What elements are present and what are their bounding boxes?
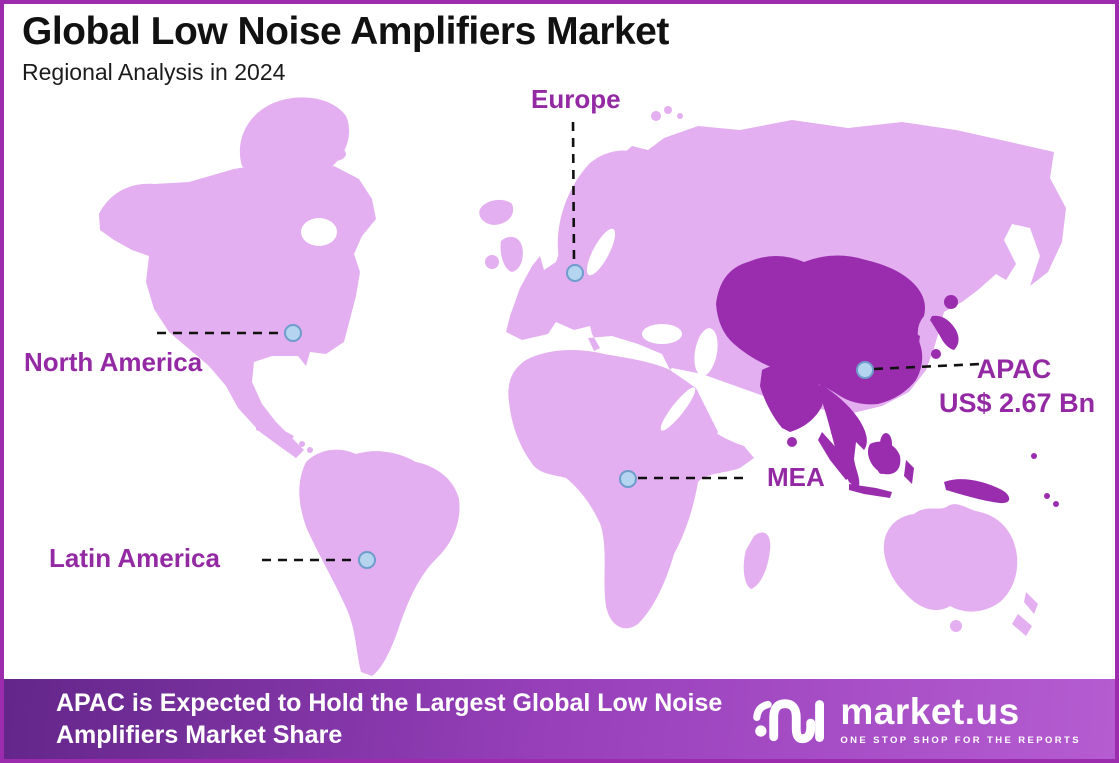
region-iceland-shape	[479, 199, 514, 225]
region-tasmania-shape	[950, 620, 962, 632]
logo-tagline: ONE STOP SHOP FOR THE REPORTS	[840, 734, 1081, 746]
label-apac-block: APAC US$ 2.67 Bn	[939, 354, 1096, 419]
europe-marker	[566, 264, 584, 282]
market-us-logo-icon	[753, 699, 825, 744]
black-sea	[642, 324, 682, 344]
map-seas	[301, 218, 718, 431]
svalbard-island	[677, 113, 683, 119]
region-new-zealand-shape	[1024, 592, 1038, 614]
pacific-island	[1031, 453, 1037, 459]
label-north-america: North America	[24, 347, 203, 377]
europe-leader-line	[571, 121, 576, 263]
baltic-sea	[586, 228, 616, 276]
svalbard-island	[664, 106, 672, 114]
label-mea: MEA	[767, 462, 825, 492]
caribbean-island	[299, 441, 305, 447]
region-south-america-shape	[299, 449, 460, 676]
label-europe: Europe	[531, 84, 621, 114]
region-japan-shape	[930, 315, 959, 350]
page-title: Global Low Noise Amplifiers Market	[22, 10, 669, 53]
region-caribbean-shape	[256, 424, 294, 442]
header: Global Low Noise Amplifiers Market Regio…	[22, 10, 669, 86]
region-india-shape	[760, 365, 824, 432]
region-japan-shape	[931, 349, 941, 359]
region-new-guinea-shape	[944, 479, 1010, 504]
label-latin-america: Latin America	[49, 543, 220, 573]
svalbard-island	[651, 111, 661, 121]
region-new-zealand-shape	[1012, 614, 1032, 636]
footer-banner: APAC is Expected to Hold the Largest Glo…	[4, 679, 1115, 759]
region-sumatra-shape	[818, 432, 854, 480]
region-korea-shape	[906, 330, 920, 356]
north-america-marker	[284, 324, 302, 342]
red-sea	[660, 387, 696, 431]
region-java-shape	[849, 484, 892, 498]
world-map	[99, 97, 1066, 676]
pacific-island	[1044, 493, 1050, 499]
caribbean-island	[307, 447, 313, 453]
region-borneo-shape	[867, 441, 901, 475]
map-markers	[284, 264, 874, 569]
pacific-island	[1053, 501, 1059, 507]
region-taiwan-shape	[884, 371, 892, 385]
region-australia-shape	[883, 504, 1018, 612]
caspian-sea	[694, 328, 718, 376]
region-madagascar-shape	[743, 532, 771, 589]
region-ireland-shape	[485, 255, 499, 269]
logo-name: market.us	[840, 690, 1020, 732]
market-us-logo: market.us ONE STOP SHOP FOR THE REPORTS	[752, 688, 1081, 750]
region-japan-shape	[944, 295, 958, 309]
page-subtitle: Regional Analysis in 2024	[22, 58, 286, 85]
mea-marker	[619, 470, 637, 488]
apac-market-value: US$ 2.67 Bn	[939, 388, 1096, 418]
apac-leader-line	[873, 362, 982, 371]
apac-marker	[856, 361, 874, 379]
region-indochina-shape	[818, 384, 867, 490]
logo-text: market.us ONE STOP SHOP FOR THE REPORTS	[840, 693, 1081, 746]
region-sri-lanka-shape	[787, 437, 797, 447]
region-uk-shape	[500, 236, 523, 272]
map-light-regions	[99, 97, 1066, 676]
banner-headline: APAC is Expected to Hold the Largest Glo…	[56, 689, 723, 749]
region-sulawesi-shape	[904, 460, 914, 484]
leader-lines	[157, 121, 982, 562]
label-apac: APAC	[976, 354, 1052, 384]
hudson-bay	[301, 218, 337, 246]
region-africa-shape	[508, 350, 754, 629]
region-greenland-shape	[239, 97, 350, 179]
latin-america-marker	[358, 551, 376, 569]
region-north-america-shape	[99, 162, 376, 458]
